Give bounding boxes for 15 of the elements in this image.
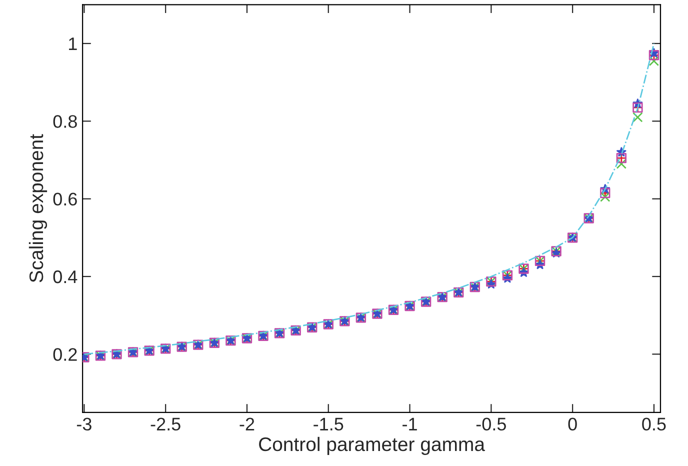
y-tick-label: 0.2 [53, 348, 77, 361]
y-tick-label: 0.8 [53, 115, 77, 128]
x-tick-label: -3 [76, 418, 92, 431]
y-axis-title: Scaling exponent [28, 134, 48, 282]
y-tick-label: 1 [69, 38, 77, 50]
x-tick-label: -2 [240, 418, 254, 430]
x-tick-label: -1.5 [314, 418, 344, 431]
x-tick-label: 0 [568, 418, 577, 431]
x-tick-label: -0.5 [476, 418, 506, 431]
x-tick-label: -2.5 [150, 418, 180, 431]
y-tick-label: 0.6 [53, 192, 77, 206]
x-tick-label: 0.5 [642, 418, 666, 431]
x-axis-title: Control parameter gamma [259, 436, 485, 456]
x-tick-label: -1 [402, 418, 417, 430]
y-tick-label: 0.4 [53, 270, 78, 284]
